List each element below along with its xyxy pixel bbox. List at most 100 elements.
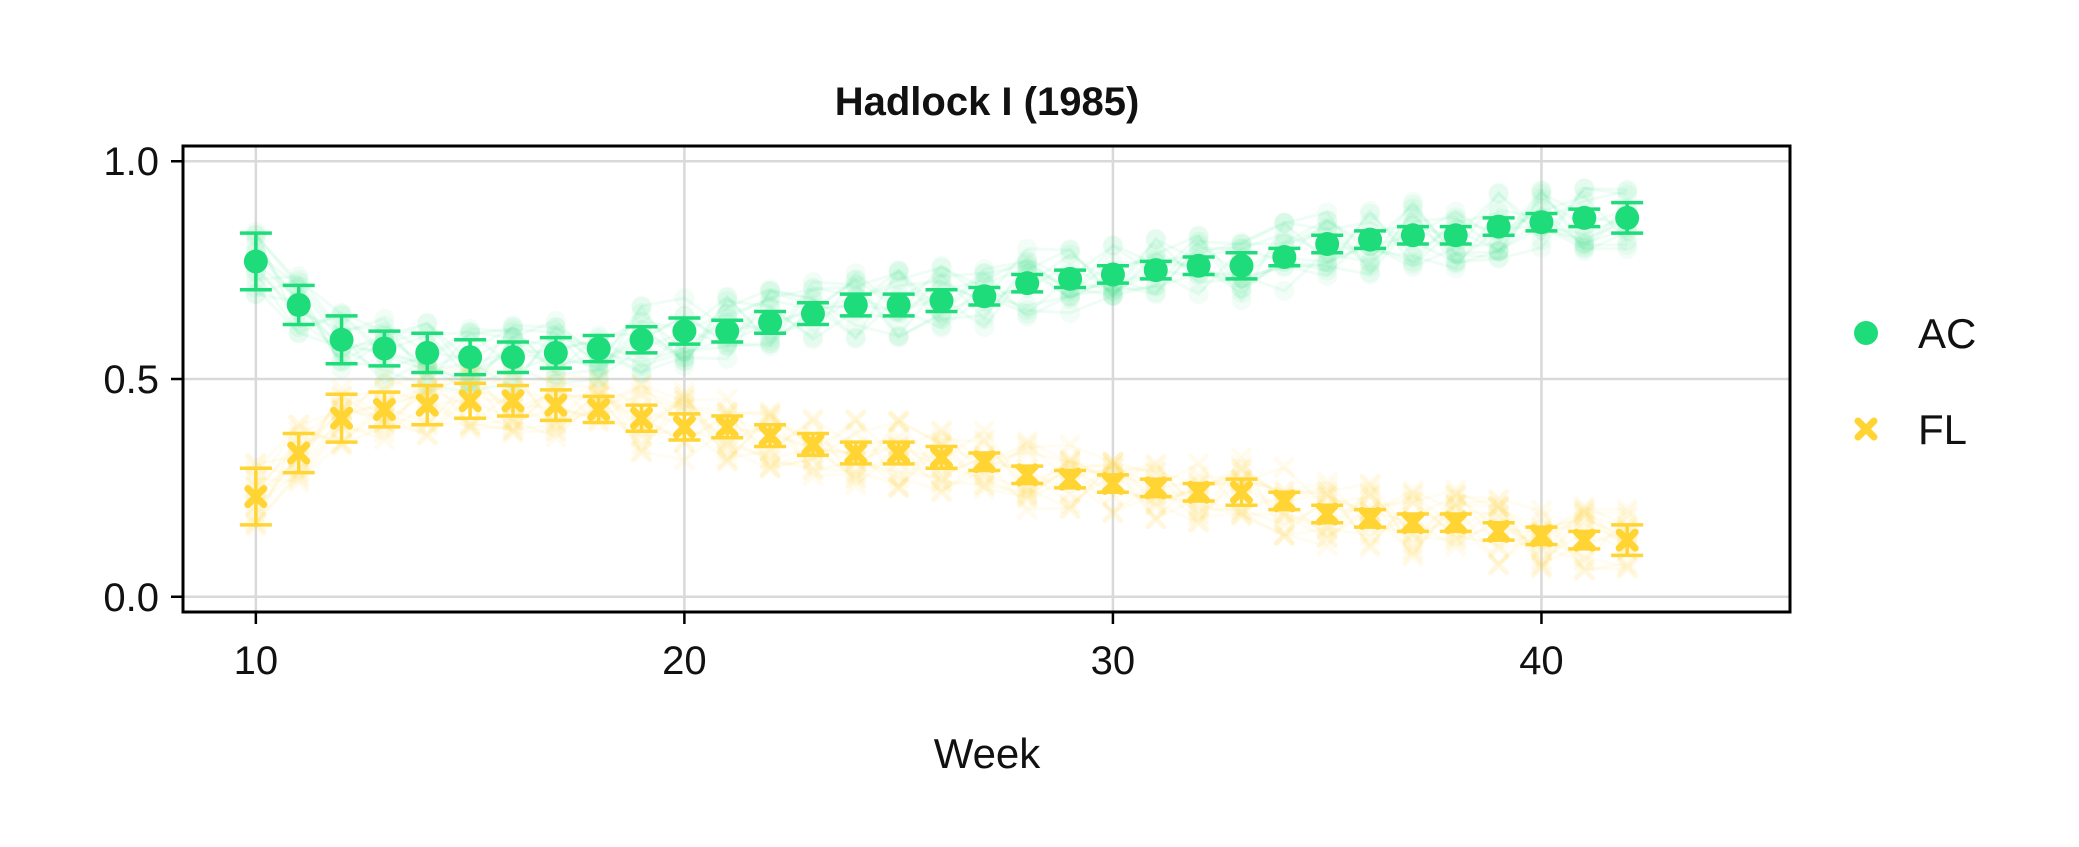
bg-point [631, 440, 653, 462]
data-point [672, 415, 696, 439]
bg-point [545, 317, 566, 338]
bg-point [845, 468, 867, 490]
data-point [1358, 227, 1383, 252]
bg-point [1102, 285, 1123, 306]
bg-point [1188, 505, 1210, 527]
bg-trace [254, 187, 1628, 370]
data-point [1486, 214, 1511, 239]
bg-point [1102, 451, 1124, 473]
bg-point [1017, 253, 1038, 274]
bg-point [1573, 504, 1595, 526]
x-axis-label: Week [934, 730, 1042, 777]
bg-point [1402, 204, 1423, 225]
bg-point [845, 328, 866, 349]
bg-point [1145, 229, 1166, 250]
bg-point [759, 449, 781, 471]
bg-point [1488, 496, 1510, 518]
data-point [587, 397, 611, 421]
bg-point [1402, 251, 1423, 272]
bg-trace [254, 186, 1628, 374]
bg-point [973, 428, 995, 450]
bg-point [1402, 198, 1423, 219]
data-point [1529, 524, 1553, 548]
bg-point [1274, 223, 1295, 244]
bg-point [1102, 451, 1124, 473]
bg-point [1016, 433, 1038, 455]
bg-point [1359, 536, 1381, 558]
bg-point [845, 274, 866, 295]
bg-point [760, 336, 781, 357]
data-point [286, 292, 311, 317]
bg-point [1445, 535, 1467, 557]
bg-point [1445, 207, 1466, 228]
bg-point [1402, 245, 1423, 266]
bg-point [1060, 285, 1081, 306]
bg-point [1317, 256, 1338, 277]
bg-point [1231, 232, 1252, 253]
bg-point [1316, 471, 1338, 493]
bg-point [1445, 252, 1466, 273]
bg-point [931, 472, 953, 494]
bg-point [1316, 527, 1338, 549]
bg-point [974, 263, 995, 284]
bg-point [1230, 459, 1252, 481]
data-point [1401, 511, 1425, 535]
bg-point [759, 406, 781, 428]
data-point [843, 292, 868, 317]
bg-point [1402, 485, 1424, 507]
bg-point [631, 374, 653, 396]
bg-point [1145, 460, 1167, 482]
bg-point [674, 341, 695, 362]
bg-point [1574, 228, 1595, 249]
bg-point [631, 434, 653, 456]
bg-point [1530, 556, 1552, 578]
bg-trace [254, 395, 1628, 547]
bg-point [1102, 502, 1124, 524]
bg-point [502, 315, 523, 336]
bg-trace [254, 211, 1628, 363]
bg-point [717, 348, 738, 369]
bg-point [1145, 242, 1166, 263]
bg-point [1231, 234, 1252, 255]
bg-point [973, 432, 995, 454]
bg-point [1445, 530, 1467, 552]
bg-point [373, 364, 395, 386]
bg-point [845, 327, 866, 348]
bg-point [1402, 483, 1424, 505]
bg-point [1488, 183, 1509, 204]
bg-point [1573, 513, 1595, 535]
bg-point [1017, 306, 1038, 327]
data-point [1272, 489, 1296, 513]
bg-point [1188, 238, 1209, 259]
bg-point [1402, 191, 1423, 212]
bg-trace [254, 382, 1628, 569]
bg-point [1230, 503, 1252, 525]
bg-point [460, 322, 481, 343]
bg-point [1230, 459, 1252, 481]
bg-point [1359, 525, 1381, 547]
bg-point [1617, 181, 1638, 202]
bg-trace [255, 375, 1629, 551]
bg-point [759, 404, 781, 426]
bg-point [1573, 500, 1595, 522]
bg-point [1016, 430, 1038, 452]
bg-point [1445, 243, 1466, 264]
bg-point [888, 326, 909, 347]
data-point [672, 319, 697, 344]
bg-point [1488, 503, 1510, 525]
data-point [287, 441, 311, 465]
bg-point [1188, 272, 1209, 293]
bg-point [1359, 475, 1381, 497]
bg-point [674, 347, 695, 368]
bg-point [888, 477, 910, 499]
bg-point [1274, 213, 1295, 234]
bg-point [802, 278, 823, 299]
data-point [586, 336, 611, 361]
bg-point [588, 368, 609, 389]
data-point [1615, 528, 1639, 552]
bg-point [631, 351, 652, 372]
bg-point [288, 471, 310, 493]
data-point [415, 340, 440, 365]
bg-point [974, 259, 995, 280]
bg-point [1188, 465, 1210, 487]
